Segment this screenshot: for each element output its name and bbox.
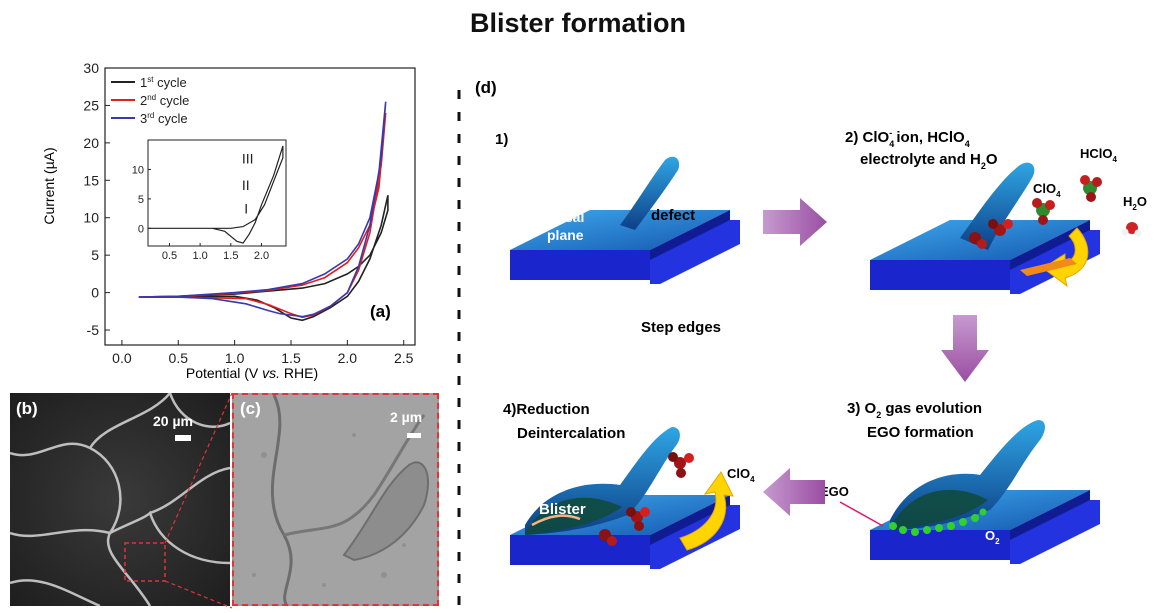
x-tick-label: 2.5 [394, 350, 414, 366]
y-tick-label: -5 [87, 322, 100, 338]
arrow-right-1 [763, 198, 827, 246]
cv-legend: 1st cycle 2nd cycle 3rd cycle [111, 75, 189, 126]
inset-annotation-1: I [244, 201, 248, 217]
step-4-title-line1: 4)Reduction [503, 401, 590, 418]
sem-texture-b [10, 393, 230, 606]
panel-divider [457, 90, 461, 605]
x-tick-label: 1.0 [225, 350, 245, 366]
panel-label-b: (b) [16, 399, 38, 418]
inset-y-tick-label: 0 [138, 223, 144, 235]
molecules-step-4 [599, 452, 694, 546]
inset-x-tick-label: 2.0 [254, 250, 269, 262]
x-tick-label: 2.0 [338, 350, 358, 366]
panel-label-a: (a) [370, 302, 391, 321]
inset-y-tick-label: 10 [132, 164, 144, 176]
y-tick-label: 25 [83, 97, 99, 113]
cv-axes: 0.0 0.5 1.0 1.5 2.0 2.5 -5 0 5 10 15 20 25 30 [83, 60, 416, 366]
inset-annotation-2: II [242, 177, 250, 193]
defect-label: defect [651, 207, 695, 224]
scale-bar-b: 20 µm [153, 413, 193, 429]
yellow-arrow-step-4 [679, 471, 734, 551]
arrow-left [763, 468, 825, 516]
ego-label: EGO [820, 484, 849, 499]
zoom-lines [164, 393, 233, 609]
panel-label-c: (c) [240, 399, 261, 418]
arrow-down [941, 315, 989, 382]
basal-label: Basal [547, 209, 584, 225]
inset-annotation-3: III [242, 151, 254, 167]
orange-edge [1020, 258, 1077, 276]
h2o-label: H2O [1123, 194, 1147, 212]
cv-chart: 0.0 0.5 1.0 1.5 2.0 2.5 -5 0 5 10 15 20 25 30 1st cyc… [41, 60, 416, 381]
inset-frame [147, 139, 287, 247]
sem-image-b: (b) 20 µm [10, 393, 230, 606]
plane-label: plane [547, 227, 584, 243]
cv-series-line-3 [138, 101, 387, 318]
plot-frame [104, 67, 416, 346]
step-3-title-line2: EGO formation [867, 424, 974, 441]
legend-entry-1: 1st cycle [140, 75, 187, 90]
y-tick-label: 20 [83, 135, 99, 151]
step-4-block [510, 427, 740, 569]
step-3-title-line1: 3) O2 gas evolution [847, 400, 982, 420]
step-edges-label: Step edges [641, 319, 721, 336]
y-tick-label: 5 [91, 247, 99, 263]
legend-entry-3: 3rd cycle [140, 111, 188, 126]
inset-x-tick-label: 1.0 [192, 250, 207, 262]
cv-series [138, 101, 389, 322]
blister-label: Blister [539, 501, 586, 518]
y-tick-label: 30 [83, 60, 99, 76]
cv-series-line-2 [138, 112, 387, 319]
sem-texture-c [234, 395, 437, 604]
legend-entry-2: 2nd cycle [140, 93, 189, 108]
x-tick-label: 0.5 [169, 350, 189, 366]
step-4-title-line2: Deintercalation [517, 425, 625, 442]
x-tick-label: 1.5 [281, 350, 301, 366]
ego-pointer [839, 501, 884, 527]
step-1-label: 1) [495, 131, 508, 148]
hclo4-label: HClO4 [1080, 146, 1118, 164]
step-3-block [870, 420, 1100, 564]
inset-cv-line [148, 145, 284, 244]
y-axis-label: Current (µA) [41, 147, 57, 224]
o2-bubbles [889, 508, 987, 536]
x-tick-label: 0.0 [112, 350, 132, 366]
x-axis-label: Potential (V vs. RHE) [186, 365, 318, 381]
clo4-label: ClO4 [1033, 181, 1061, 199]
step-2-title-line1: 2) ClO4- ion, HClO4 [845, 128, 970, 149]
clo4-label-step-4: ClO4 [727, 466, 755, 484]
inset-y-tick-label: 5 [138, 194, 144, 206]
figure-title: Blister formation [469, 8, 687, 38]
inset-x-tick-label: 1.5 [223, 250, 238, 262]
scale-bar-c: 2 µm [390, 409, 423, 425]
step-2-title-line2: electrolyte and H2O [860, 151, 998, 171]
y-tick-label: 0 [91, 285, 99, 301]
sem-image-c: (c) 2 µm [232, 393, 439, 606]
y-tick-label: 10 [83, 210, 99, 226]
o2-label: O2 [985, 528, 1000, 546]
panel-label-d: (d) [475, 78, 497, 97]
step-1-block [510, 156, 740, 284]
inset-x-tick-label: 0.5 [162, 250, 177, 262]
y-tick-label: 15 [83, 172, 99, 188]
schematic-diagram: (d) 1) Basal plane defect Step edges 2) … [475, 78, 1147, 569]
molecules-step-2 [969, 175, 1142, 249]
